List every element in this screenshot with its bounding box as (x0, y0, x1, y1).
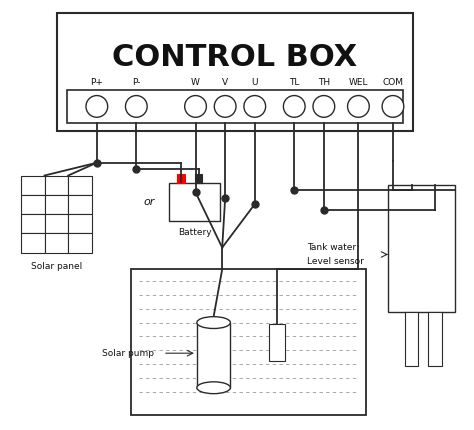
Bar (67, 89, 403, 123)
Text: TL: TL (289, 78, 300, 87)
Circle shape (313, 95, 335, 117)
Text: or: or (144, 197, 155, 207)
Text: Level sensor: Level sensor (307, 257, 364, 266)
Text: Tank water: Tank water (307, 243, 356, 252)
Bar (68, 214, 92, 233)
Bar (131, 269, 366, 415)
Circle shape (283, 95, 305, 117)
Bar (405, 312, 419, 366)
Bar (21, 233, 45, 252)
Circle shape (214, 95, 236, 117)
Text: P-: P- (132, 78, 140, 87)
Text: Solar pump: Solar pump (102, 349, 154, 358)
Bar (269, 324, 285, 361)
Text: COM: COM (383, 78, 403, 87)
Bar (21, 214, 45, 233)
Bar (197, 322, 230, 388)
Bar (57, 12, 413, 131)
Bar (45, 195, 68, 214)
Text: CONTROL BOX: CONTROL BOX (112, 43, 357, 71)
Circle shape (86, 95, 108, 117)
Bar (177, 174, 185, 184)
Text: P+: P+ (91, 78, 103, 87)
Text: WEL: WEL (349, 78, 368, 87)
Bar (21, 195, 45, 214)
Bar (169, 184, 220, 221)
Text: Battery: Battery (178, 228, 211, 237)
Bar (21, 175, 45, 195)
Bar (388, 185, 455, 312)
Circle shape (185, 95, 206, 117)
Bar (45, 233, 68, 252)
Bar (428, 312, 442, 366)
Text: W: W (191, 78, 200, 87)
Text: U: U (252, 78, 258, 87)
Ellipse shape (197, 316, 230, 329)
Bar (45, 175, 68, 195)
Circle shape (382, 95, 404, 117)
Text: Solar panel: Solar panel (31, 262, 82, 271)
Circle shape (347, 95, 369, 117)
Bar (68, 233, 92, 252)
Bar (194, 174, 202, 184)
Bar (68, 195, 92, 214)
Circle shape (126, 95, 147, 117)
Ellipse shape (197, 382, 230, 393)
Text: TH: TH (318, 78, 330, 87)
Bar (45, 214, 68, 233)
Bar (68, 175, 92, 195)
Circle shape (244, 95, 265, 117)
Text: V: V (222, 78, 228, 87)
